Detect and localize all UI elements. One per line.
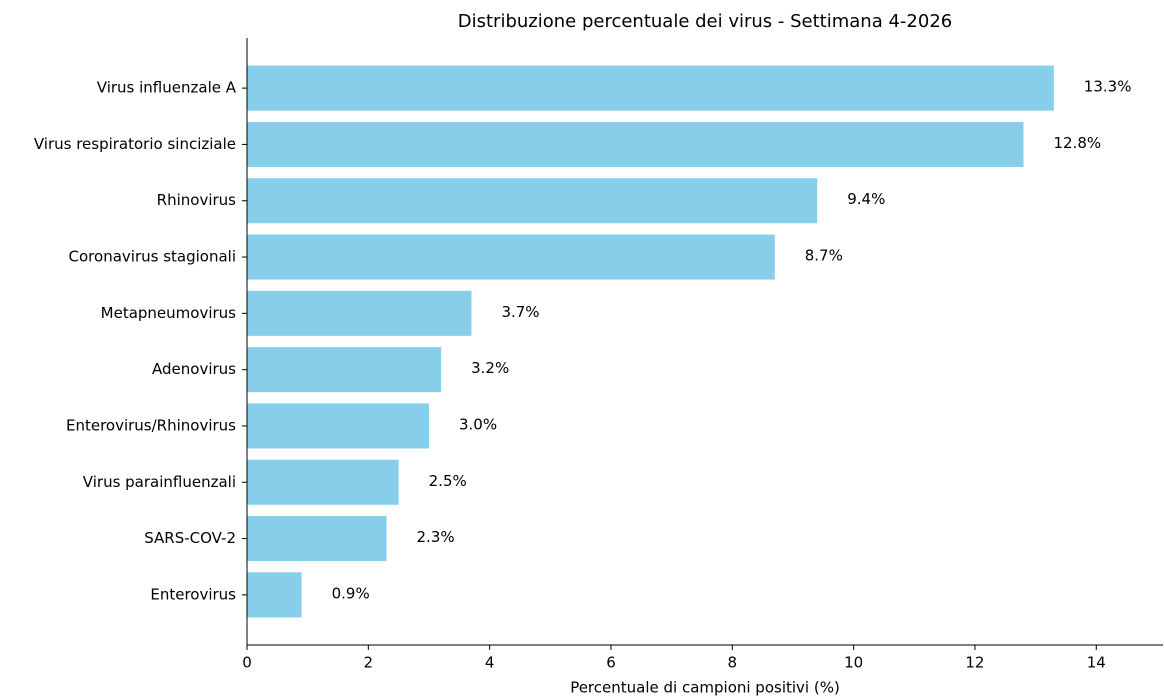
x-axis-label: Percentuale di campioni positivi (%): [570, 679, 840, 697]
value-label: 3.0%: [459, 415, 497, 433]
bar: [247, 178, 818, 224]
x-tick-label: 6: [606, 654, 616, 672]
y-tick-label: Rhinovirus: [157, 191, 236, 209]
bar: [247, 121, 1024, 167]
value-label: 12.8%: [1053, 134, 1101, 152]
bar: [247, 572, 302, 618]
x-tick-label: 14: [1087, 654, 1106, 672]
value-label: 2.3%: [417, 528, 455, 546]
value-label: 8.7%: [805, 247, 843, 265]
value-label: 9.4%: [847, 190, 885, 208]
bar: [247, 516, 387, 562]
bar: [247, 65, 1054, 111]
bar: [247, 347, 442, 393]
x-tick-label: 12: [965, 654, 984, 672]
value-label: 3.7%: [501, 303, 539, 321]
x-tick-label: 4: [485, 654, 495, 672]
x-tick-label: 8: [728, 654, 738, 672]
bar: [247, 403, 429, 449]
x-tick-label: 10: [844, 654, 863, 672]
value-label: 0.9%: [332, 584, 370, 602]
y-tick-label: Adenovirus: [152, 360, 236, 378]
value-label: 3.2%: [471, 359, 509, 377]
value-label: 2.5%: [429, 472, 467, 490]
bar: [247, 234, 775, 280]
y-tick-label: Virus influenzale A: [97, 79, 237, 97]
x-tick-label: 2: [364, 654, 374, 672]
chart-title: Distribuzione percentuale dei virus - Se…: [458, 11, 952, 32]
y-tick-label: Virus parainfluenzali: [83, 473, 236, 491]
y-tick-label: Enterovirus: [150, 585, 236, 603]
y-tick-label: Metapneumovirus: [101, 304, 237, 322]
y-tick-label: SARS-COV-2: [144, 529, 236, 547]
x-tick-label: 0: [242, 654, 252, 672]
y-tick-label: Enterovirus/Rhinovirus: [66, 416, 236, 434]
value-label: 13.3%: [1084, 78, 1132, 96]
y-tick-label: Virus respiratorio sinciziale: [34, 135, 236, 153]
bar: [247, 290, 472, 336]
y-tick-label: Coronavirus stagionali: [69, 248, 236, 266]
bar: [247, 459, 399, 505]
